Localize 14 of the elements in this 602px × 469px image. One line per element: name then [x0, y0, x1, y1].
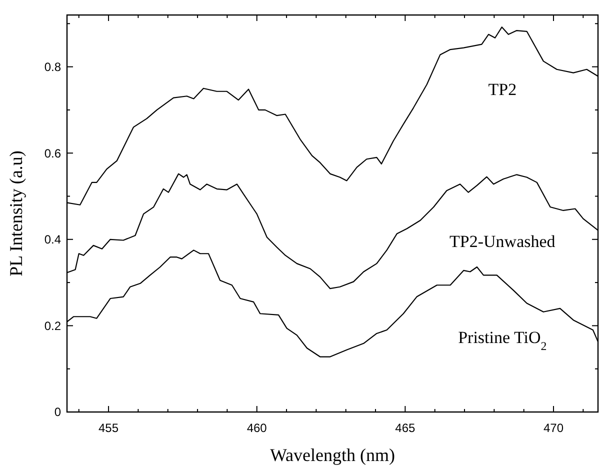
x-axis-title: Wavelength (nm) [270, 445, 396, 465]
x-tick-label: 460 [246, 421, 268, 435]
series-label: TP2 [488, 80, 517, 100]
series-label: Pristine TiO$_{2}$ [458, 328, 547, 354]
x-tick-label: 455 [98, 421, 119, 435]
x-tick-label: 470 [543, 421, 564, 435]
y-tick-label: 0.6 [44, 146, 62, 160]
y-axis-title: PL Intensity (a.u) [6, 150, 26, 276]
legend-label: TP2-Unwashed [450, 232, 556, 251]
y-tick-label: 0.8 [44, 60, 62, 74]
y-tick-label: 0.4 [44, 232, 62, 247]
y-tick-label: 0.2 [44, 318, 62, 333]
y-tick-label: 0 [54, 405, 62, 420]
x-tick-label: 465 [395, 421, 416, 435]
